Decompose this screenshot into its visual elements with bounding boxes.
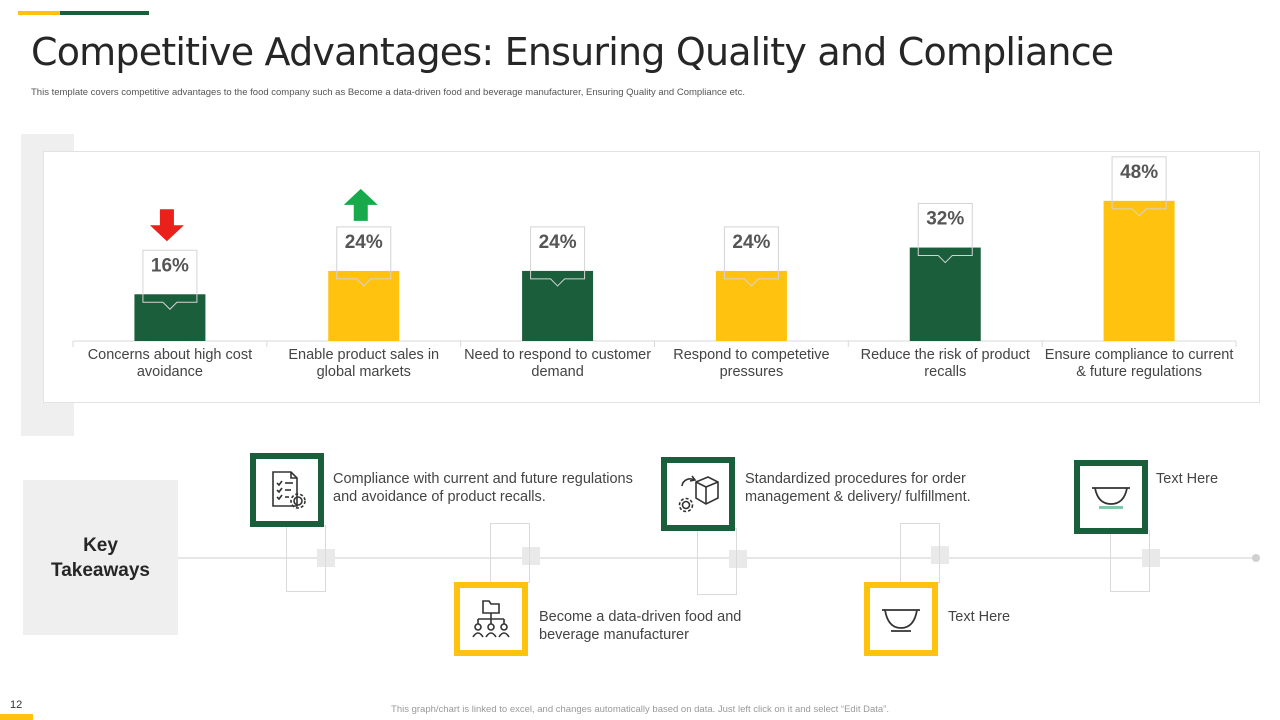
takeaway-icon-box-2 <box>454 582 528 656</box>
timeline-marker <box>729 550 747 568</box>
package-gear-icon <box>678 475 719 513</box>
timeline-end-dot <box>1252 554 1260 562</box>
page-subtitle: This template covers competitive advanta… <box>31 87 745 98</box>
chart-frame <box>43 151 1260 403</box>
bowl-icon <box>882 609 920 632</box>
timeline-marker <box>1142 549 1160 567</box>
takeaway-text-4: Text Here <box>948 609 1011 625</box>
checklist-gear-icon <box>272 471 306 509</box>
takeaway-text-2: Become a data-driven food and beverage m… <box>539 609 742 643</box>
takeaway-icon-box-3 <box>661 457 735 531</box>
takeaway-icon-box-1 <box>250 453 324 527</box>
takeaway-text-5: Text Here <box>1156 471 1219 487</box>
takeaway-icon-box-4 <box>864 582 938 656</box>
takeaway-icon-box-5 <box>1074 460 1148 534</box>
timeline-marker <box>931 546 949 564</box>
page-number: 12 <box>10 699 23 711</box>
data-hierarchy-icon <box>472 600 510 638</box>
timeline-marker <box>522 547 540 565</box>
takeaway-text-3: Standardized procedures for order manage… <box>745 471 971 505</box>
timeline-connector <box>490 523 530 583</box>
timeline-marker <box>317 549 335 567</box>
page-number-accent <box>0 714 33 720</box>
key-takeaways-label: Key Takeaways <box>51 534 150 581</box>
key-takeaways-box: Key Takeaways <box>23 480 178 635</box>
page-title: Competitive Advantages: Ensuring Quality… <box>31 30 1114 74</box>
timeline-connector <box>900 523 940 583</box>
bowl-icon <box>1092 487 1130 509</box>
timeline-connector <box>286 525 326 592</box>
footer-note: This graph/chart is linked to excel, and… <box>391 704 889 715</box>
timeline-line <box>178 557 1258 559</box>
timeline-connector <box>697 528 737 595</box>
top-accent-bar <box>18 11 149 15</box>
takeaway-text-1: Compliance with current and future regul… <box>333 471 633 505</box>
timeline-connector <box>1110 530 1150 592</box>
